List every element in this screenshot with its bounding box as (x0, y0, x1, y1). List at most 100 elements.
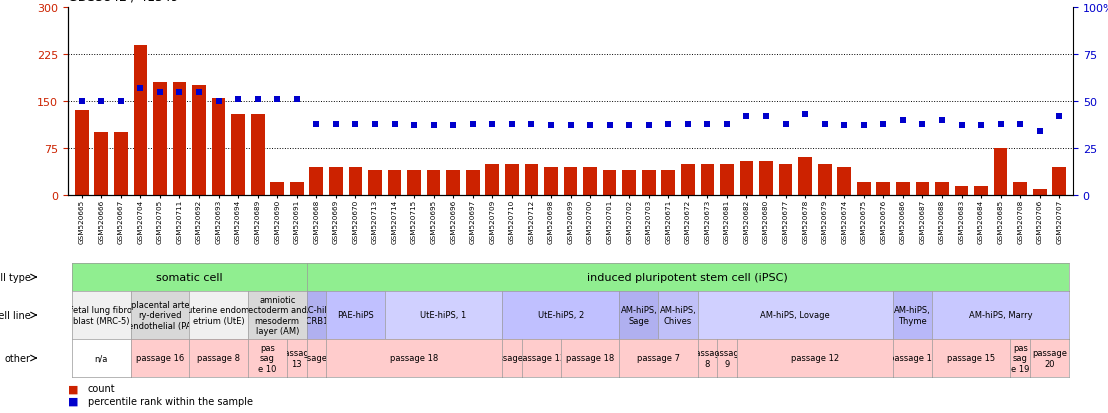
Point (268, 97, 286, 103)
Text: count: count (88, 383, 115, 393)
Text: induced pluripotent stem cell (iPSC): induced pluripotent stem cell (iPSC) (587, 272, 788, 282)
Point (249, 97, 267, 103)
Point (307, 121, 325, 128)
Text: GDS3842 / 41349: GDS3842 / 41349 (68, 0, 178, 4)
Bar (329, 167, 342, 195)
Bar (1033, 189, 1047, 195)
Bar (838, 167, 851, 195)
Point (503, 121, 521, 128)
Point (132, 85, 150, 92)
Text: passage 12: passage 12 (791, 354, 839, 363)
Point (601, 123, 618, 129)
Bar (447, 171, 460, 195)
Bar (661, 171, 675, 195)
Text: other: other (4, 353, 31, 363)
Bar (759, 161, 773, 195)
Point (620, 123, 638, 129)
Text: passage 18: passage 18 (566, 354, 614, 363)
Bar (427, 171, 441, 195)
Text: ■: ■ (68, 396, 79, 406)
Point (386, 121, 403, 128)
Point (972, 123, 989, 129)
Text: UtE-hiPS, 2: UtE-hiPS, 2 (537, 311, 584, 320)
Bar (1014, 183, 1027, 195)
Bar (232, 114, 245, 195)
Point (855, 123, 873, 129)
Bar (544, 167, 557, 195)
Bar (974, 186, 988, 195)
Bar (133, 45, 147, 195)
Text: placental arte
ry-derived
endothelial (PA: placental arte ry-derived endothelial (P… (129, 300, 192, 330)
Text: UtE-hiPS, 1: UtE-hiPS, 1 (420, 311, 466, 320)
Point (1030, 128, 1048, 135)
Text: pas
sag
e 19: pas sag e 19 (1010, 343, 1029, 373)
Text: ■: ■ (68, 383, 79, 393)
Point (914, 121, 932, 128)
Text: passage 16: passage 16 (889, 354, 936, 363)
Text: amniotic
ectoderm and
mesoderm
layer (AM): amniotic ectoderm and mesoderm layer (AM… (248, 295, 307, 335)
Bar (740, 161, 753, 195)
Bar (75, 111, 89, 195)
Text: passage 16: passage 16 (136, 354, 184, 363)
Bar (564, 167, 577, 195)
Bar (505, 164, 519, 195)
Bar (798, 158, 812, 195)
Bar (94, 133, 109, 195)
Bar (524, 164, 538, 195)
Point (659, 121, 677, 128)
Text: passage
13: passage 13 (279, 349, 315, 368)
Bar (818, 164, 831, 195)
Text: cell type: cell type (0, 272, 31, 282)
Text: cell line: cell line (0, 310, 31, 320)
Point (698, 121, 716, 128)
Bar (250, 114, 265, 195)
Bar (408, 171, 421, 195)
Point (444, 123, 462, 129)
Point (757, 114, 774, 120)
Point (933, 117, 951, 124)
Text: AM-hiPS,
Thyme: AM-hiPS, Thyme (894, 306, 931, 325)
Bar (114, 133, 127, 195)
Bar (623, 171, 636, 195)
Bar (309, 167, 324, 195)
Point (1012, 121, 1029, 128)
Point (815, 121, 833, 128)
Point (288, 97, 306, 103)
Bar (856, 183, 871, 195)
Point (112, 98, 130, 105)
Text: passage
9: passage 9 (709, 349, 745, 368)
Bar (681, 164, 695, 195)
Point (582, 123, 599, 129)
Text: AM-hiPS,
Sage: AM-hiPS, Sage (620, 306, 657, 325)
Bar (994, 149, 1007, 195)
Text: passage 7: passage 7 (637, 354, 680, 363)
Bar (153, 83, 166, 195)
Bar (270, 183, 284, 195)
Point (424, 123, 442, 129)
Text: passage 18: passage 18 (390, 354, 438, 363)
Bar (935, 183, 948, 195)
Text: uterine endom
etrium (UtE): uterine endom etrium (UtE) (187, 306, 249, 325)
Text: passage 22: passage 22 (293, 354, 340, 363)
Point (797, 112, 814, 118)
Text: pas
sag
e 10: pas sag e 10 (258, 343, 277, 373)
Point (777, 121, 794, 128)
Point (209, 98, 227, 105)
Point (639, 123, 657, 129)
Point (953, 123, 971, 129)
Point (874, 121, 892, 128)
Point (1050, 114, 1068, 120)
Bar (1053, 167, 1066, 195)
Text: percentile rank within the sample: percentile rank within the sample (88, 396, 253, 406)
Text: AM-hiPS, Lovage: AM-hiPS, Lovage (760, 311, 830, 320)
Bar (368, 171, 382, 195)
Text: passage 15: passage 15 (947, 354, 995, 363)
Bar (212, 99, 225, 195)
Point (171, 89, 188, 96)
Text: fetal lung fibro
blast (MRC-5): fetal lung fibro blast (MRC-5) (70, 306, 132, 325)
Text: AM-hiPS, Marry: AM-hiPS, Marry (968, 311, 1033, 320)
Point (738, 114, 756, 120)
Text: n/a: n/a (94, 354, 107, 363)
Text: passage
20: passage 20 (1032, 349, 1067, 368)
Text: somatic cell: somatic cell (156, 272, 223, 282)
